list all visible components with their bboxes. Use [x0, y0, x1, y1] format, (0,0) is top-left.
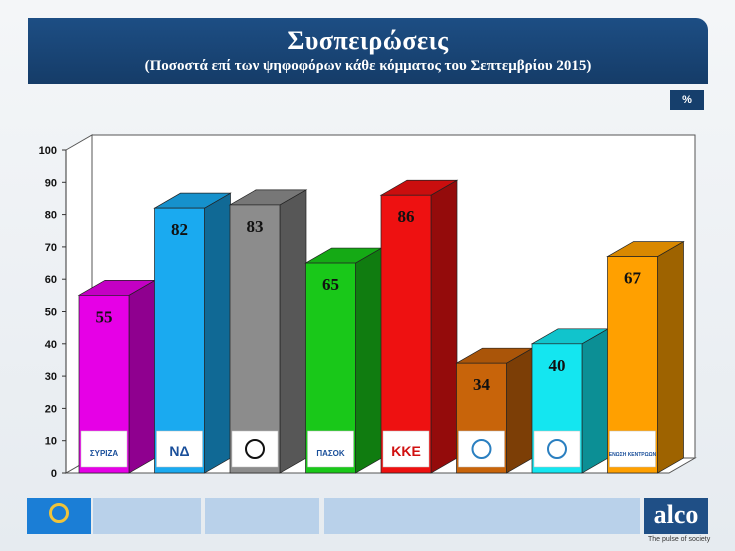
bar-value-label: 40 [549, 356, 566, 375]
y-tick-label: 20 [45, 403, 57, 415]
bar-value-label: 82 [171, 220, 188, 239]
party-logo: ΚΚΕ [382, 430, 430, 468]
party-logo-box [156, 430, 203, 468]
party-emblem-icon [471, 439, 492, 459]
y-tick-label: 30 [45, 371, 57, 383]
bar-front [229, 204, 281, 474]
bar-side [128, 279, 156, 474]
y-tick-label: 70 [45, 242, 57, 254]
party-logo-text: ΝΔ [169, 443, 189, 459]
party-logo-text: ΕΝΩΣΗ ΚΕΝΤΡΩΩΝ [609, 452, 657, 458]
bar-2: 82 ΝΔ [153, 192, 232, 474]
party-logo-box [307, 430, 354, 468]
open-tv-logo [27, 498, 91, 534]
y-tick-label: 80 [45, 210, 57, 222]
y-tick-label: 50 [45, 307, 57, 319]
alco-logo: alco [644, 498, 708, 534]
bar-side [581, 328, 609, 474]
party-logo-box [609, 430, 656, 468]
bar-4: 65 ΠΑΣΟΚ [304, 247, 383, 474]
party-logo-box [231, 430, 279, 468]
party-logo [533, 430, 581, 468]
footer-bar-3 [324, 498, 640, 534]
bar-front [154, 207, 205, 474]
open-ring-icon [49, 503, 69, 523]
party-logo: ΠΑΣΟΚ [307, 430, 354, 468]
y-tick-label: 40 [45, 339, 57, 351]
party-logo: ΝΔ [156, 430, 203, 468]
y-axis: 0 10 20 30 40 50 60 70 80 90 100 [39, 145, 67, 480]
party-logo-text: ΠΑΣΟΚ [316, 449, 345, 458]
y-tick-label: 100 [39, 145, 57, 157]
bar-value-label: 55 [96, 307, 113, 326]
bar-6: 34 [455, 347, 534, 474]
footer-bar-2 [205, 498, 319, 534]
party-logo: ΣΥΡΙΖΑ [80, 430, 128, 468]
bar-side [355, 247, 382, 474]
y-tick-label: 0 [51, 468, 57, 480]
bar-value-label: 86 [398, 207, 415, 226]
bars: 55 ΣΥΡΙΖΑ 82 ΝΔ 83 65 ΠΑΣΟΚ 86 ΚΚΕ 34 40 67 ΕΝΩΣΗ ΚΕ… [77, 179, 685, 474]
bar-side [430, 179, 458, 474]
bar-side [204, 192, 231, 474]
y-tick-label: 60 [45, 274, 57, 286]
bar-8: 67 ΕΝΩΣΗ ΚΕΝΤΡΩΩΝ [606, 240, 685, 474]
alco-tagline: The pulse of society [648, 536, 711, 543]
bar-value-label: 83 [247, 217, 264, 236]
bar-value-label: 67 [624, 269, 642, 288]
bar-side [506, 347, 533, 474]
bar-3: 83 [228, 189, 308, 474]
bar-side [657, 240, 684, 474]
footer-bar-1 [93, 498, 201, 534]
unit-badge: % [670, 90, 704, 110]
y-tick-label: 90 [45, 177, 57, 189]
party-logo-box [458, 430, 505, 468]
chart-subtitle: (Ποσοστά επί των ψηφοφόρων κάθε κόμματος… [144, 58, 592, 74]
party-logo: ΕΝΩΣΗ ΚΕΝΤΡΩΩΝ [609, 430, 657, 468]
party-logo-text: ΣΥΡΙΖΑ [90, 449, 119, 458]
party-logo-box [533, 430, 581, 468]
party-logo-box [80, 430, 128, 468]
bar-5: 86 ΚΚΕ [379, 179, 459, 474]
bar-7: 40 [530, 328, 610, 474]
party-emblem-icon [547, 439, 567, 459]
chart-header: Συσπειρώσεις (Ποσοστά επί των ψηφοφόρων … [28, 18, 708, 84]
party-logo [231, 430, 279, 468]
party-logo [458, 430, 505, 468]
party-logo-text: ΚΚΕ [391, 443, 421, 459]
party-emblem-icon [245, 439, 265, 459]
party-logo-box [382, 430, 430, 468]
bar-1: 55 ΣΥΡΙΖΑ [77, 279, 157, 474]
bar-value-label: 34 [473, 375, 491, 394]
bar-value-label: 65 [322, 275, 339, 294]
chart-title: Συσπειρώσεις [287, 26, 449, 55]
bar-front [380, 194, 432, 474]
bar-side [279, 189, 307, 474]
y-tick-label: 10 [45, 436, 57, 448]
